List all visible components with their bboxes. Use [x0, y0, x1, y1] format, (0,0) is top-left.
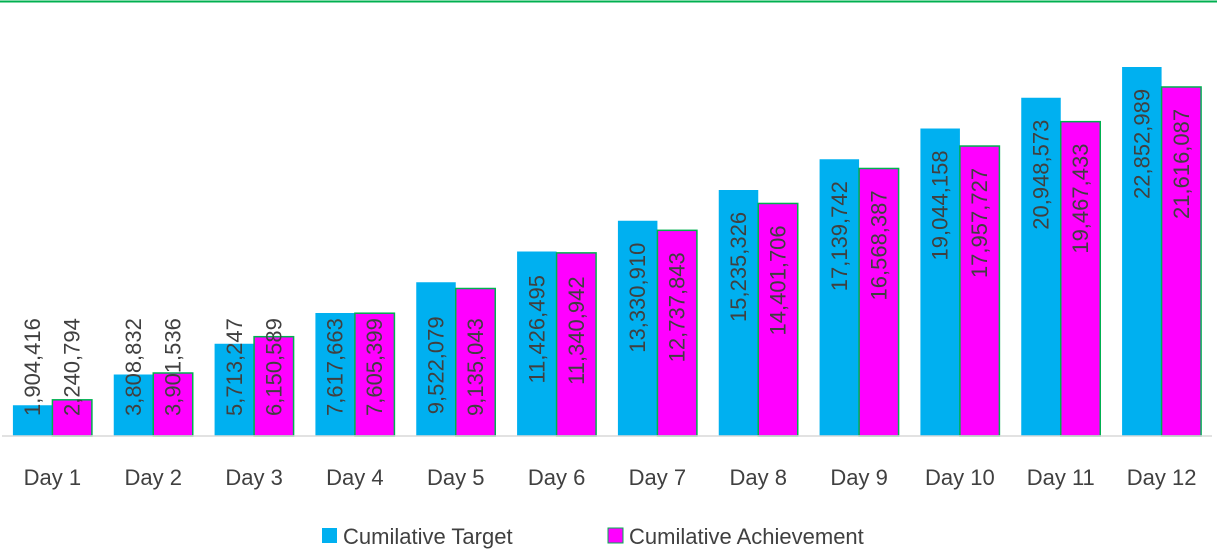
data-label: 3,901,536 — [161, 318, 186, 416]
bar — [51, 399, 93, 437]
data-label: 3,808,832 — [121, 318, 146, 416]
data-label: 13,330,910 — [625, 243, 650, 353]
data-label: 17,139,742 — [827, 181, 852, 291]
x-tick-label: Day 8 — [730, 465, 787, 490]
bar — [416, 282, 456, 436]
data-label: 19,044,158 — [928, 150, 953, 260]
bar — [1060, 120, 1101, 437]
bar — [1021, 97, 1061, 437]
data-label: 6,150,589 — [261, 318, 286, 416]
data-label: 9,135,043 — [463, 318, 488, 416]
data-label: 12,737,843 — [665, 252, 690, 362]
legend-swatch — [607, 527, 624, 544]
bar — [315, 313, 355, 436]
data-label: 5,713,247 — [222, 318, 247, 416]
data-label: 11,426,495 — [524, 275, 549, 383]
bar — [959, 145, 1001, 437]
x-tick-label: Day 1 — [24, 465, 81, 490]
data-label: 9,522,079 — [424, 316, 449, 414]
bar — [757, 202, 799, 437]
data-label: 16,568,387 — [866, 190, 891, 300]
data-label: 14,401,706 — [766, 225, 791, 335]
bar — [858, 167, 900, 437]
data-label: 7,605,399 — [362, 318, 387, 416]
x-tick-label: Day 12 — [1127, 465, 1197, 490]
data-label: 22,852,989 — [1129, 89, 1154, 199]
legend-label: Cumilative Achievement — [629, 524, 864, 549]
x-tick-label: Day 2 — [125, 465, 182, 490]
x-tick-label: Day 10 — [925, 465, 995, 490]
x-tick-label: Day 9 — [830, 465, 887, 490]
x-tick-label: Day 7 — [629, 465, 686, 490]
data-label: 2,240,794 — [60, 318, 85, 416]
bar — [819, 159, 860, 436]
bar — [113, 374, 154, 436]
x-tick-label: Day 5 — [427, 465, 484, 490]
data-label: 11,340,942 — [564, 276, 589, 384]
data-label: 19,467,433 — [1068, 144, 1093, 254]
x-tick-label: Day 11 — [1027, 465, 1095, 490]
bar — [12, 405, 53, 436]
bar — [517, 251, 557, 436]
data-label: 15,235,326 — [726, 212, 751, 322]
data-label: 20,948,573 — [1029, 120, 1054, 230]
bar — [920, 128, 960, 436]
x-tick-label: Day 3 — [225, 465, 282, 490]
bar — [1122, 67, 1162, 436]
x-tick-label: Day 6 — [528, 465, 585, 490]
data-label: 7,617,663 — [323, 318, 348, 416]
data-label: 17,957,727 — [967, 168, 992, 278]
bar — [455, 287, 496, 437]
bar — [617, 220, 658, 436]
bar — [718, 190, 759, 436]
legend-label: Cumilative Target — [343, 524, 513, 549]
legend-swatch — [322, 528, 337, 543]
bar — [152, 372, 194, 437]
data-label: 21,616,087 — [1169, 109, 1194, 219]
bar — [1160, 86, 1202, 437]
x-tick-label: Day 4 — [326, 465, 383, 490]
bar — [214, 343, 255, 436]
data-label: 1,904,416 — [20, 318, 45, 416]
